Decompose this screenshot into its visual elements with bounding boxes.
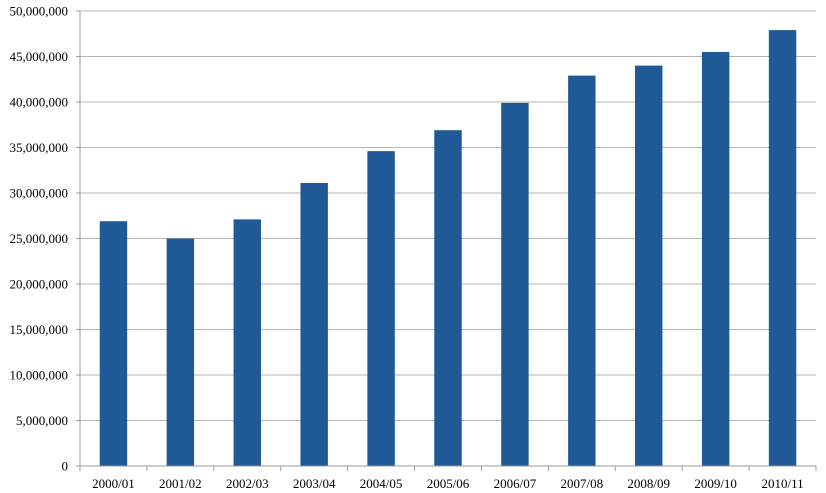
x-tick-label: 2009/10 [694, 476, 737, 491]
y-tick-label: 0 [62, 459, 69, 474]
bar-2008-09 [635, 65, 663, 466]
y-tick-label: 5,000,000 [16, 413, 68, 428]
x-tick-label: 2000/01 [92, 476, 135, 491]
x-tick-label: 2005/06 [427, 476, 470, 491]
y-tick-label: 10,000,000 [10, 368, 69, 383]
x-tick-label: 2007/08 [561, 476, 604, 491]
y-tick-label: 15,000,000 [10, 322, 69, 337]
y-tick-label: 50,000,000 [10, 4, 69, 19]
x-tick-label: 2003/04 [293, 476, 336, 491]
y-tick-label: 45,000,000 [10, 49, 69, 64]
bar-2002-03 [233, 219, 261, 466]
y-tick-label: 35,000,000 [10, 140, 69, 155]
x-tick-label: 2006/07 [494, 476, 537, 491]
bar-2003-04 [300, 182, 328, 467]
bar-2009-10 [701, 51, 730, 466]
y-tick-label: 40,000,000 [10, 95, 69, 110]
bar-2010-11 [768, 30, 797, 467]
bars [99, 30, 797, 467]
y-tick-labels: 0 5,000,000 10,000,000 15,000,000 20,000,000… [10, 4, 80, 474]
x-tick-label: 2010/11 [761, 476, 803, 491]
bar-2001-02 [166, 238, 195, 466]
x-tick-label: 2001/02 [159, 476, 202, 491]
y-tick-label: 25,000,000 [10, 231, 69, 246]
x-tick-labels: 2000/01 2001/02 2002/03 2003/04 2004/05 2005/… [79, 466, 817, 491]
bar-2007-08 [568, 75, 596, 467]
bar-2000-01 [99, 221, 128, 466]
y-tick-label: 30,000,000 [10, 186, 69, 201]
y-tick-label: 20,000,000 [10, 277, 69, 292]
x-tick-label: 2008/09 [627, 476, 670, 491]
bar-2006-07 [501, 102, 529, 466]
bar-2005-06 [434, 130, 462, 466]
x-tick-label: 2004/05 [360, 476, 403, 491]
bar-2004-05 [367, 151, 395, 466]
x-tick-label: 2002/03 [226, 476, 269, 491]
